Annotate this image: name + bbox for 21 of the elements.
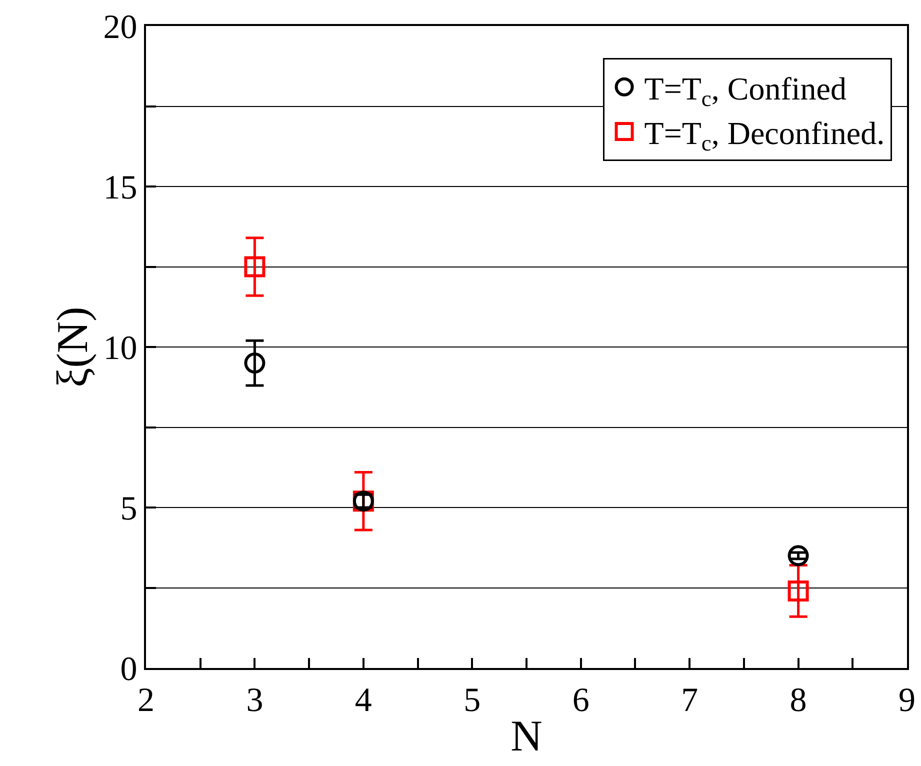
y-tick-label: 0 bbox=[120, 650, 138, 688]
legend-label: T=T$_{c}$, Confined bbox=[644, 70, 846, 112]
legend-label: T=T$_{c}$, Deconfined. bbox=[644, 114, 885, 156]
point bbox=[244, 352, 266, 374]
x-tick-label: 6 bbox=[572, 682, 590, 719]
x-tick-label: 7 bbox=[681, 682, 698, 719]
x-tick-label: 8 bbox=[790, 682, 807, 719]
y-tick-label: 15 bbox=[103, 169, 138, 206]
point bbox=[788, 580, 809, 602]
point bbox=[788, 545, 809, 566]
x-axis-title: N bbox=[510, 712, 542, 761]
point bbox=[244, 256, 266, 278]
y-tick-label: 5 bbox=[120, 490, 138, 528]
x-tick-label: 5 bbox=[464, 682, 481, 719]
x-tick-label: 2 bbox=[138, 682, 154, 719]
y-tick-label: 10 bbox=[103, 330, 138, 367]
y-tick-label: 20 bbox=[103, 8, 138, 46]
x-tick-label: 4 bbox=[354, 682, 372, 719]
x-tick-label: 9 bbox=[898, 682, 916, 719]
x-tick-label: 3 bbox=[246, 682, 264, 719]
y-axis-title: ξ(N) bbox=[48, 306, 97, 388]
